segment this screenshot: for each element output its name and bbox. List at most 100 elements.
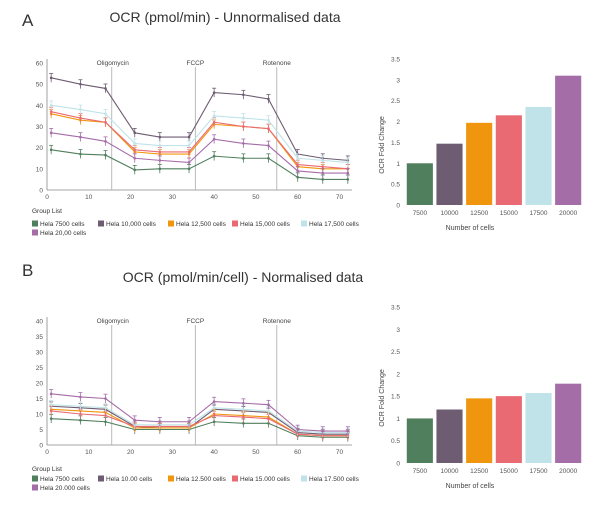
line-a-ytick-label: 50 (36, 82, 44, 89)
line-b-data-point (104, 420, 107, 424)
line-b-xtick-label: 20 (127, 449, 135, 456)
line-b-series-line (51, 405, 348, 435)
line-a-series-line (51, 113, 348, 170)
line-a-ytick-label: 10 (36, 166, 44, 173)
line-a-xtick-label: 20 (127, 194, 135, 201)
line-b-data-point (242, 408, 245, 411)
b-legend-label: Hela 20.000 cells (40, 485, 91, 492)
line-a-data-point (104, 112, 107, 116)
bar-a-ytick-label: 2 (396, 119, 400, 126)
bar-b-bar (495, 396, 522, 463)
line-b-series-line (51, 393, 348, 432)
line-a-data-point (158, 144, 162, 147)
line-b-data-point (49, 409, 53, 413)
line-a-data-point (158, 159, 162, 162)
line-a-series-line (51, 77, 348, 161)
a-legend-swatch (168, 220, 174, 227)
line-a-data-point (321, 171, 325, 175)
line-a-xtick-label: 10 (85, 194, 93, 201)
line-a-data-point (133, 142, 137, 145)
bar-a-ytick-label: 1.5 (391, 140, 400, 147)
bar-a-ytick-label: 0 (396, 203, 400, 210)
line-b-data-point (321, 429, 325, 433)
line-b-data-point (242, 415, 245, 419)
line-a-data-point (187, 161, 191, 164)
bar-a-bar (406, 163, 433, 205)
line-a-xtick-label: 30 (169, 194, 177, 201)
b-legend-swatch (232, 475, 238, 482)
bar-b-ytick-label: 3 (396, 327, 400, 334)
line-a-data-point (212, 137, 216, 141)
line-a-series-line (51, 104, 348, 164)
line-a-data-point (79, 82, 82, 86)
line-a-data-point (346, 161, 350, 164)
line-a-data-point (49, 110, 53, 113)
line-b-injection-label: Rotenone (263, 318, 292, 325)
line-a-data-point (133, 148, 137, 152)
line-a-data-point (79, 108, 82, 111)
b-legend-label: Hela 15.000 cells (240, 476, 291, 483)
bar-b-xtick-label: 10000 (440, 468, 458, 475)
bar-b-xtick-label: 17500 (529, 468, 547, 475)
line-a-ytick-label: 0 (39, 188, 43, 195)
line-a-data-point (49, 76, 53, 80)
line-a-data-point (267, 156, 270, 160)
line-a-data-point (158, 135, 162, 139)
line-b-data-point (49, 403, 53, 407)
bar-a-xtick-label: 12500 (470, 210, 488, 217)
line-b-series-line (51, 418, 348, 438)
a-legend-swatch (32, 229, 38, 236)
line-a-data-point (158, 167, 162, 171)
line-a-series-line (51, 111, 348, 170)
a-legend-label: Hela 17,500 cells (309, 221, 360, 228)
line-a-data-point (49, 131, 53, 135)
line-b-ytick-label: 15 (36, 396, 44, 403)
line-b-data-point (79, 412, 82, 416)
line-b-data-point (242, 401, 245, 405)
line-b-ytick-label: 5 (39, 427, 43, 434)
bar-b-ylabel: OCR Fold Change (379, 369, 386, 427)
line-a-xtick-label: 50 (252, 194, 260, 201)
bar-a-ylabel: OCR Fold Change (379, 116, 386, 174)
bar-a-ytick-label: 2.5 (391, 98, 400, 105)
bar-b-bar (436, 409, 463, 463)
a-legend-swatch (301, 220, 307, 227)
line-a-xtick-label: 40 (211, 194, 219, 201)
line-a-injection-label: Rotenone (263, 60, 292, 67)
line-a-data-point (49, 148, 53, 152)
line-a-ytick-label: 40 (36, 103, 44, 110)
line-b-xtick-label: 70 (336, 449, 344, 456)
bar-a-xtick-label: 15000 (500, 210, 518, 217)
line-b-data-point (212, 420, 216, 424)
line-a-data-point (79, 152, 82, 156)
bar-b-xtick-label: 12500 (470, 468, 488, 475)
line-a-data-point (133, 131, 137, 135)
line-a-injection-label: FCCP (186, 60, 204, 67)
line-a-ytick-label: 30 (36, 124, 44, 131)
bar-b-xtick-label: 7500 (413, 468, 428, 475)
line-b-data-point (79, 404, 82, 408)
panel-b-title: OCR (pmol/min/cell) - Normalised data (123, 269, 364, 285)
line-a-data-point (242, 125, 245, 128)
a-legend-label: Hela 15,000 cells (240, 221, 291, 228)
line-b-data-point (79, 418, 82, 422)
line-a-data-point (346, 171, 350, 175)
bar-a-xtick-label: 7500 (413, 210, 428, 217)
line-b-data-point (212, 414, 216, 417)
line-a-data-point (321, 159, 325, 162)
bar-a-xtick-label: 20000 (559, 210, 577, 217)
line-a-data-point (49, 104, 53, 107)
line-b-ytick-label: 0 (39, 443, 43, 450)
line-a-data-point (267, 144, 270, 147)
line-b-data-point (212, 406, 216, 410)
line-a-data-point (296, 156, 299, 160)
line-b-injection-label: Oligomycin (97, 318, 130, 325)
line-a-data-point (267, 127, 270, 130)
line-a-data-point (212, 120, 216, 124)
a-legend-swatch (232, 220, 238, 227)
line-a-data-point (346, 178, 350, 181)
line-b-series-line (51, 404, 348, 434)
line-a-data-point (267, 118, 270, 122)
b-legend-label: Hela 7500 cells (40, 476, 85, 483)
